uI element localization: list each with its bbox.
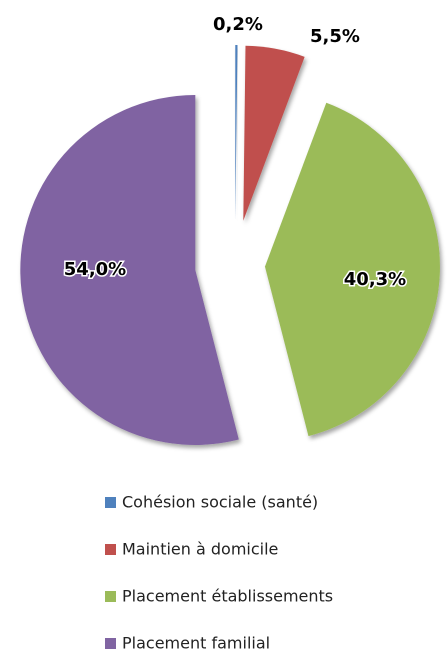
pie-slice	[243, 45, 305, 221]
pie-slice	[264, 102, 440, 437]
value-label: 5,5%	[310, 26, 360, 47]
legend: Cohésion sociale (santé) Maintien à domic…	[105, 493, 333, 653]
pie-slice	[235, 45, 238, 221]
value-label: 0,2%	[213, 14, 263, 35]
legend-swatch	[105, 591, 116, 602]
value-label: 40,3%	[344, 269, 406, 290]
legend-swatch	[105, 497, 116, 508]
labels: 0,2% 5,5% 40,3% 54,0%	[62, 13, 407, 292]
legend-label: Placement établissements	[122, 587, 333, 606]
legend-swatch	[105, 638, 116, 649]
legend-label: Placement familial	[122, 634, 270, 653]
value-label: 54,0%	[64, 259, 126, 280]
pie-slice	[20, 95, 239, 446]
legend-label: Cohésion sociale (santé)	[122, 493, 318, 512]
legend-label: Maintien à domicile	[122, 540, 278, 559]
legend-swatch	[105, 544, 116, 555]
pie	[20, 45, 440, 446]
